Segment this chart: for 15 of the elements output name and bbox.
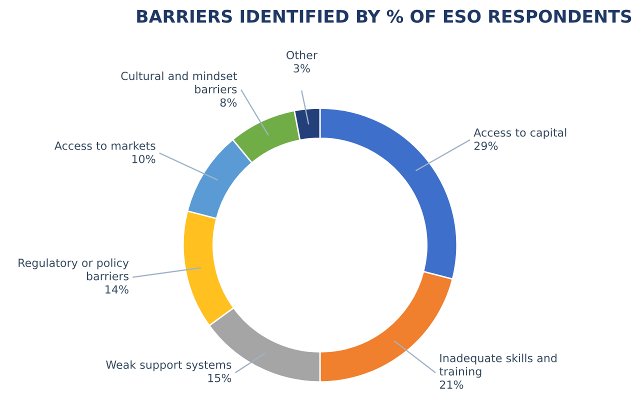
data-label: 10%: [132, 154, 156, 164]
data-label: 15%: [208, 374, 232, 382]
slice-label: Weak support systems: [106, 360, 232, 372]
slice-label: Inadequate skills and training: [439, 354, 556, 378]
data-label: 8%: [220, 98, 237, 107]
data-label: 21%: [440, 380, 464, 389]
slice-label: Regulatory or policy barriers: [18, 258, 129, 280]
slice-label: Cultural and mindset barriers: [121, 72, 237, 94]
slice-label: Other: [286, 50, 318, 60]
chart-title: BARRIERS IDENTIFIED BY % OF ESO RESPONDENTS: [137, 10, 632, 23]
data-label: 29%: [474, 142, 498, 150]
slice-label: Access to capital: [474, 128, 566, 139]
data-label: 3%: [294, 64, 310, 73]
data-label: 14%: [106, 285, 128, 294]
slice-label: Access to markets: [54, 141, 156, 150]
